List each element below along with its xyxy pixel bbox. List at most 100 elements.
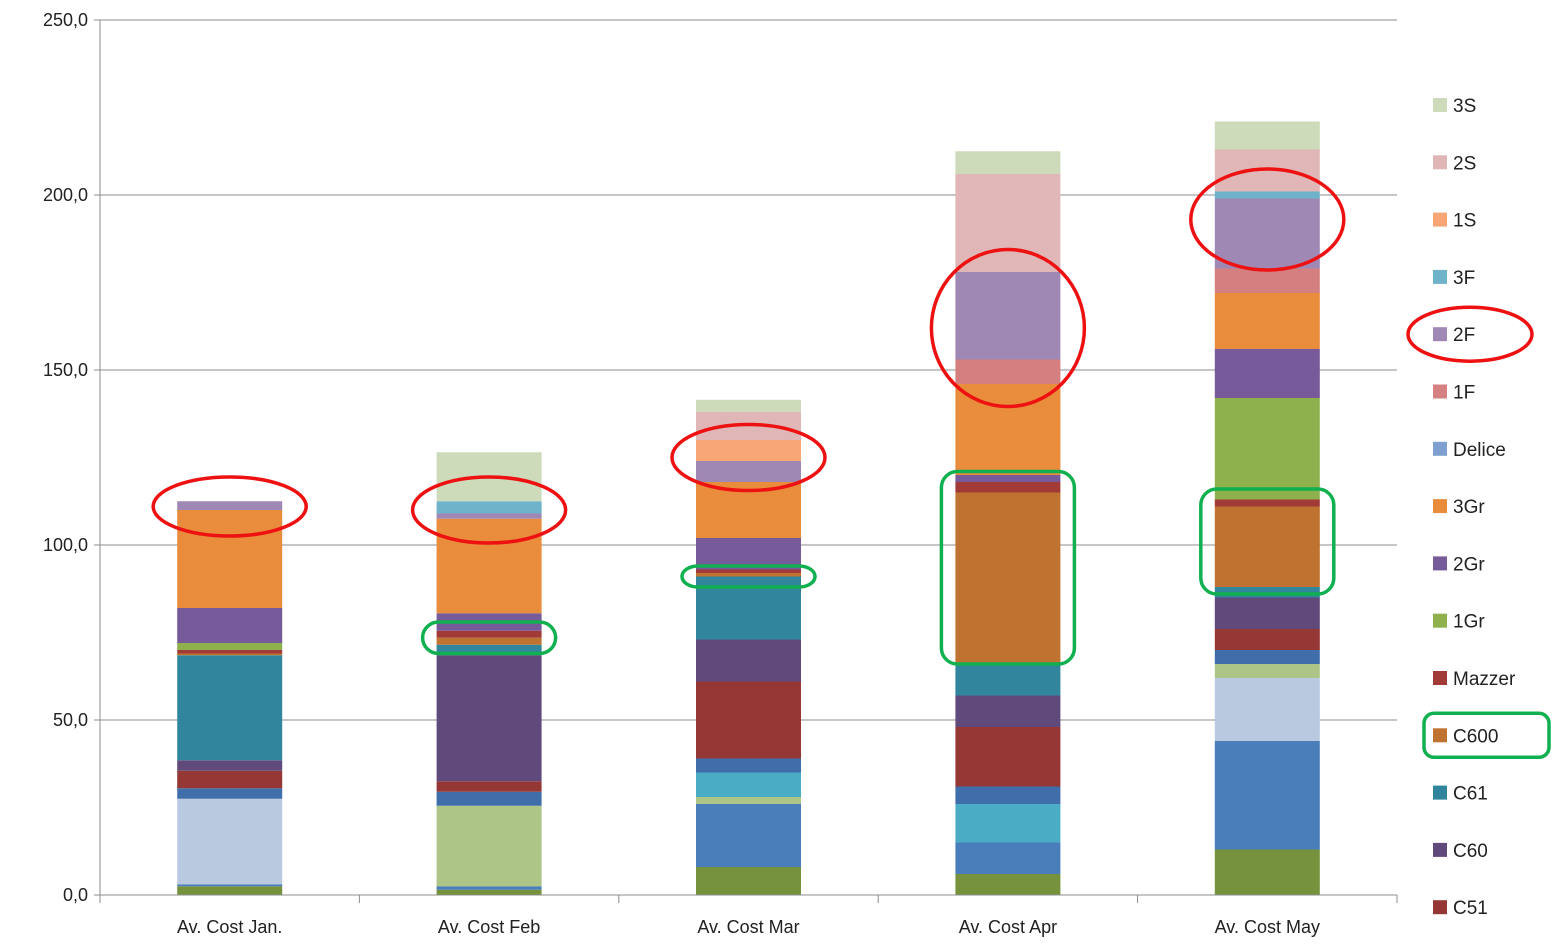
bar-segment: [436, 501, 542, 514]
annotations: [151, 167, 1346, 666]
bar-segment: [1214, 121, 1320, 150]
bar-segment: [436, 637, 542, 645]
bar-segment: [1214, 349, 1320, 398]
bar-segment: [177, 655, 283, 761]
legend-swatch: [1433, 900, 1447, 915]
legend-swatch: [1433, 499, 1447, 514]
bar-segment: [1214, 499, 1320, 507]
bar-segment: [1214, 741, 1320, 850]
bar-segment: [955, 664, 1061, 696]
highlight-rect: [420, 620, 558, 656]
legend-swatch: [1433, 613, 1447, 628]
legend-label: 2S: [1453, 153, 1476, 174]
bar-segment: [955, 874, 1061, 895]
bar-segment: [696, 867, 801, 895]
bar-segment: [436, 518, 542, 614]
highlight-rect: [680, 564, 817, 589]
legend-label: C61: [1453, 784, 1488, 805]
bar-segment: [955, 786, 1061, 804]
bar-segment: [955, 272, 1061, 360]
y-tick-label: 250,0: [43, 10, 88, 30]
bar-segment: [696, 681, 801, 759]
legend-label: 2F: [1453, 325, 1475, 346]
legend-label: C51: [1453, 898, 1488, 919]
bar-segment: [177, 643, 283, 650]
bar-segment: [177, 798, 283, 885]
y-tick-label: 200,0: [43, 185, 88, 205]
bar-segment: [696, 573, 801, 577]
legend-swatch: [1433, 842, 1447, 857]
bar-segment: [436, 886, 542, 890]
bar-segment: [177, 510, 283, 608]
legend-highlight-rect: [1422, 711, 1551, 760]
bar-segment: [696, 461, 801, 482]
legend-swatch: [1433, 728, 1447, 743]
bars: [177, 121, 1320, 895]
bar-segment: [955, 804, 1061, 843]
bar-segment: [955, 475, 1061, 482]
bar-segment: [696, 772, 801, 797]
highlight-ellipse: [410, 475, 568, 545]
bar-segment: [177, 650, 283, 654]
bar-segment: [436, 791, 542, 806]
bar-segment: [1214, 597, 1320, 629]
legend-swatch: [1433, 212, 1447, 227]
bar-segment: [177, 886, 283, 895]
x-tick-label: Av. Cost Apr: [959, 917, 1057, 937]
bar-segment: [696, 804, 801, 867]
legend-swatch: [1433, 98, 1447, 112]
bar-segment: [955, 359, 1061, 384]
legend-label: C60: [1453, 841, 1488, 862]
bar-segment: [1214, 191, 1320, 199]
bar-segment: [1214, 629, 1320, 650]
bar-segment: [1214, 293, 1320, 349]
y-tick-label: 50,0: [53, 710, 88, 730]
legend-swatch: [1433, 327, 1447, 342]
x-tick-label: Av. Cost Feb: [438, 917, 540, 937]
legend-swatch: [1433, 155, 1447, 170]
y-tick-label: 0,0: [63, 885, 88, 905]
bar-segment: [955, 492, 1061, 664]
bar-segment: [1214, 398, 1320, 500]
legend-label: 3F: [1453, 268, 1475, 289]
highlight-ellipse: [1189, 167, 1346, 272]
bar-segment: [177, 788, 283, 799]
legend-label: C600: [1453, 726, 1498, 747]
legend-highlight-ellipse: [1406, 305, 1534, 363]
bar-segment: [1214, 678, 1320, 741]
bar-segment: [177, 653, 283, 656]
y-tick-label: 100,0: [43, 535, 88, 555]
bar-segment: [696, 758, 801, 773]
bar-segment: [436, 644, 542, 656]
bar-segment: [436, 889, 542, 895]
bar-segment: [696, 440, 801, 461]
bar-segment: [696, 399, 801, 412]
highlight-ellipse: [151, 475, 308, 538]
highlight-ellipse: [670, 422, 827, 493]
bar-segment: [955, 842, 1061, 874]
bar-segment: [177, 760, 283, 771]
axes: 0,0 50,0 100,0 150,0 200,0 250,0 Av. Cost Jan.…: [43, 10, 1398, 937]
legend-label: 3Gr: [1453, 497, 1485, 518]
legend-label: 1Gr: [1453, 612, 1485, 633]
bar-segment: [955, 174, 1061, 272]
bar-segment: [955, 695, 1061, 727]
y-tick-label: 150,0: [43, 360, 88, 380]
bar-segment: [1214, 268, 1320, 293]
bar-segment: [696, 639, 801, 682]
bar-segment: [436, 781, 542, 792]
bar-segment: [436, 805, 542, 887]
x-tick-label: Av. Cost Mar: [697, 917, 799, 937]
bar-segment: [1214, 198, 1320, 269]
legend-label: 3S: [1453, 96, 1476, 117]
bar-segment: [436, 655, 542, 782]
legend-swatch: [1433, 269, 1447, 284]
legend-label: 1S: [1453, 211, 1476, 232]
bar-segment: [1214, 506, 1320, 587]
legend-swatch: [1433, 384, 1447, 399]
highlight-rect: [1199, 487, 1336, 596]
bar-segment: [955, 482, 1061, 493]
legend-swatch: [1433, 441, 1447, 456]
highlight-rect: [939, 469, 1077, 666]
